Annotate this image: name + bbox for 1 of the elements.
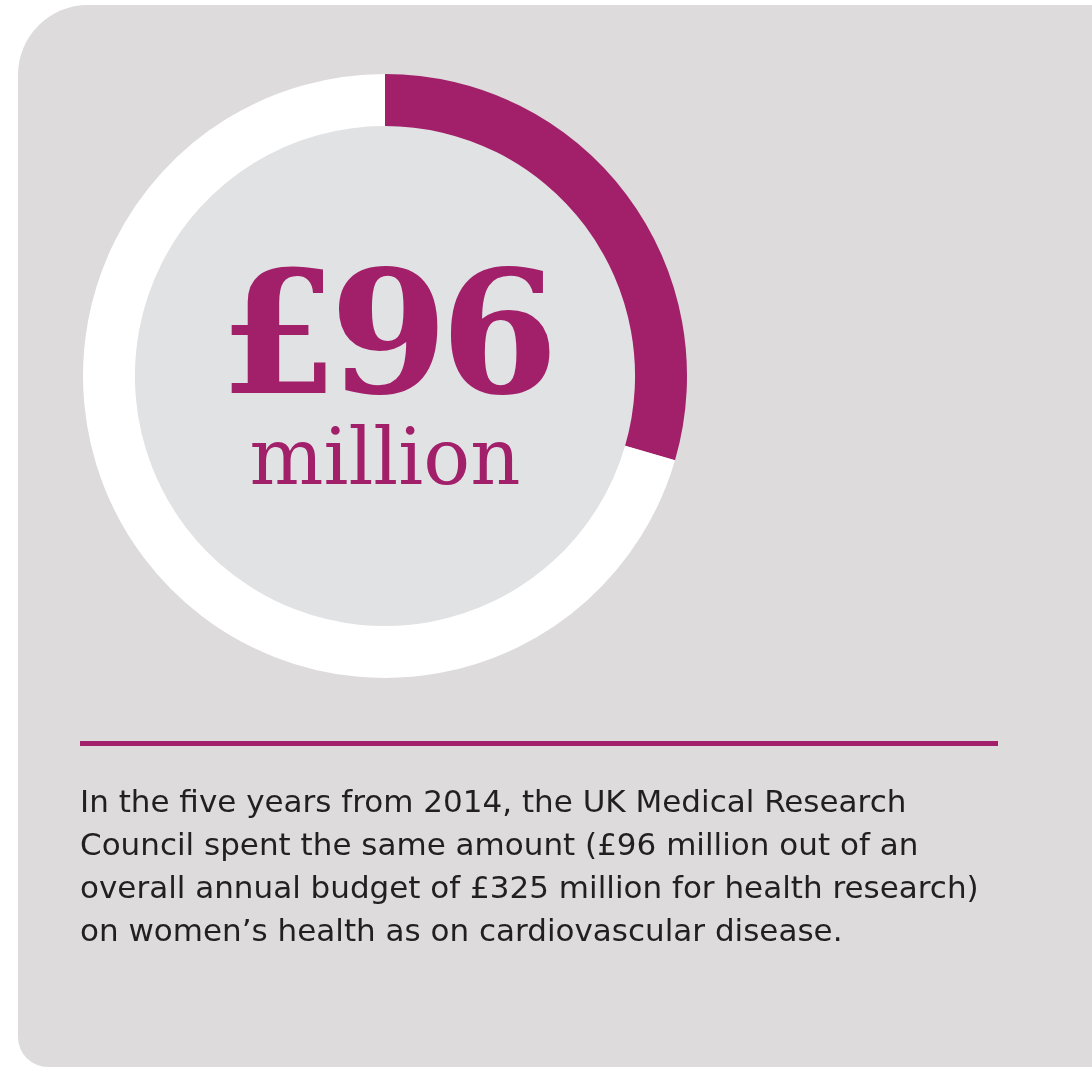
text: In the five years from 2014, the UK Medical Research Council spent the same amount (£96 million out of an overall annual budget of £325 million for health research) on women’s health as on cardiovascular disease. bbox=[80, 782, 980, 950]
